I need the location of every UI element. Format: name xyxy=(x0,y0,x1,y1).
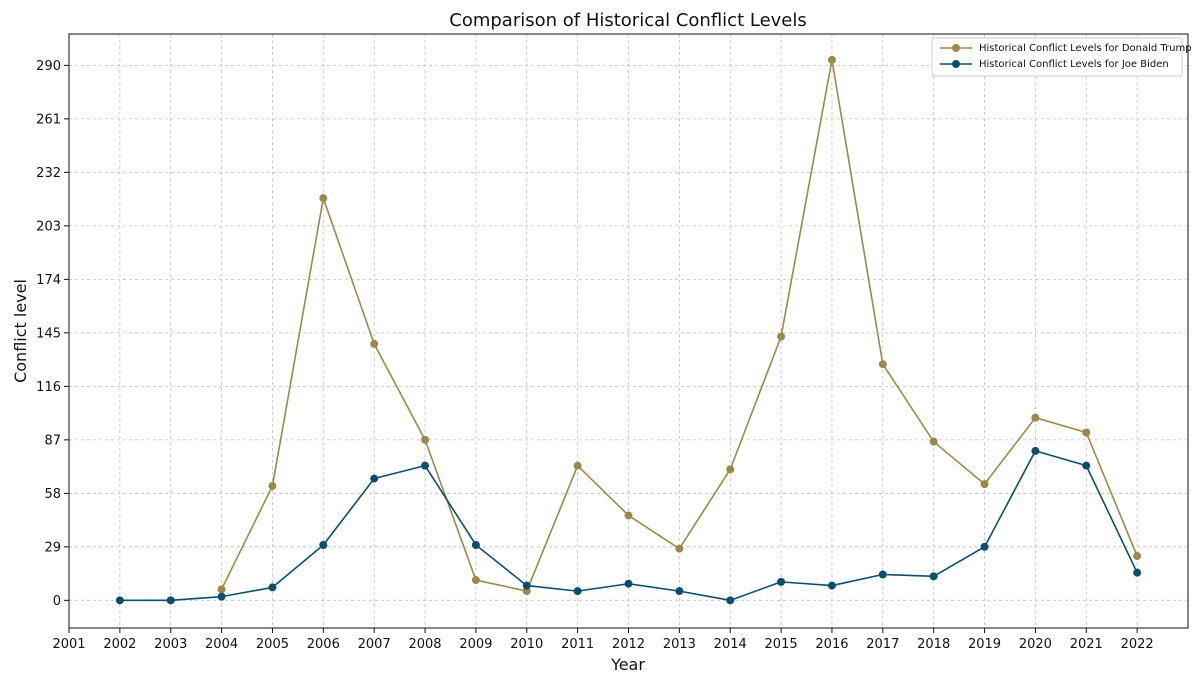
data-point xyxy=(421,435,430,444)
data-point xyxy=(777,577,786,586)
data-point xyxy=(1031,413,1040,422)
y-tick-label: 203 xyxy=(36,219,61,234)
data-point xyxy=(878,360,887,369)
data-point xyxy=(573,461,582,470)
x-tick-label: 2018 xyxy=(917,637,950,652)
x-tick-label: 2012 xyxy=(612,637,645,652)
y-axis-label: Conflict level xyxy=(11,279,30,383)
data-point xyxy=(929,572,938,581)
data-point xyxy=(929,437,938,446)
data-point xyxy=(421,461,430,470)
data-point xyxy=(471,576,480,585)
data-point xyxy=(573,587,582,596)
legend-item-trump: Historical Conflict Levels for Donald Tr… xyxy=(940,43,1192,54)
x-tick-label: 2022 xyxy=(1121,637,1154,652)
x-tick-label: 2015 xyxy=(765,637,798,652)
data-point xyxy=(675,587,684,596)
legend-box xyxy=(931,37,1183,77)
data-point xyxy=(1082,461,1091,470)
y-tick-label: 261 xyxy=(36,112,61,127)
data-point xyxy=(115,596,124,605)
data-point xyxy=(217,592,226,601)
x-tick-label: 2013 xyxy=(663,637,696,652)
y-tick-label: 116 xyxy=(36,380,61,395)
y-tick-label: 58 xyxy=(44,487,61,502)
data-point xyxy=(319,540,328,549)
x-tick-label: 2017 xyxy=(866,637,899,652)
ticks-layer: 2001 2002 2003 2004 2005 2006 2007 2008 2009 2010… xyxy=(36,59,1154,652)
legend-marker-trump xyxy=(952,44,960,52)
legend-marker-biden xyxy=(952,60,960,68)
data-point xyxy=(217,585,226,594)
x-tick-label: 2007 xyxy=(358,637,391,652)
x-tick-label: 2001 xyxy=(52,637,85,652)
data-point xyxy=(980,480,989,489)
y-tick-label: 87 xyxy=(44,433,61,448)
chart-title: Comparison of Historical Conflict Levels xyxy=(449,10,807,31)
x-tick-label: 2014 xyxy=(714,637,747,652)
data-point xyxy=(827,581,836,590)
data-point xyxy=(624,579,633,588)
y-tick-label: 29 xyxy=(44,540,61,555)
legend-label-trump: Historical Conflict Levels for Donald Tr… xyxy=(979,43,1192,54)
data-point xyxy=(522,581,531,590)
x-tick-label: 2011 xyxy=(561,637,594,652)
x-tick-label: 2002 xyxy=(103,637,136,652)
x-tick-label: 2005 xyxy=(256,637,289,652)
series-trump xyxy=(217,55,1142,596)
data-point xyxy=(980,542,989,551)
grid-layer xyxy=(68,34,1188,628)
x-axis-label: Year xyxy=(610,655,645,674)
data-point xyxy=(726,596,735,605)
data-point xyxy=(878,570,887,579)
x-tick-label: 2020 xyxy=(1019,637,1052,652)
legend-item-biden: Historical Conflict Levels for Joe Biden xyxy=(940,59,1169,70)
x-tick-label: 2003 xyxy=(154,637,187,652)
y-tick-label: 145 xyxy=(36,326,61,341)
data-point xyxy=(1031,446,1040,455)
x-tick-label: 2004 xyxy=(205,637,238,652)
series-biden xyxy=(115,446,1142,605)
data-point xyxy=(268,583,277,592)
data-point xyxy=(522,587,531,596)
y-tick-label: 232 xyxy=(36,166,61,181)
x-tick-label: 2006 xyxy=(307,637,340,652)
series-layer xyxy=(115,55,1142,605)
data-point xyxy=(624,511,633,520)
data-point xyxy=(726,465,735,474)
y-tick-label: 290 xyxy=(36,59,61,74)
data-point xyxy=(1133,568,1142,577)
data-point xyxy=(319,194,328,203)
data-point xyxy=(827,55,836,64)
x-tick-label: 2010 xyxy=(510,637,543,652)
data-point xyxy=(268,481,277,490)
legend-label-biden: Historical Conflict Levels for Joe Biden xyxy=(979,59,1169,70)
series-line xyxy=(220,59,1138,592)
data-point xyxy=(370,474,379,483)
y-tick-label: 174 xyxy=(36,273,61,288)
x-tick-label: 2021 xyxy=(1070,637,1103,652)
x-tick-label: 2016 xyxy=(815,637,848,652)
data-point xyxy=(1082,428,1091,437)
data-point xyxy=(675,544,684,553)
x-tick-label: 2019 xyxy=(968,637,1001,652)
data-point xyxy=(471,540,480,549)
y-tick-label: 0 xyxy=(53,594,61,609)
legend: Historical Conflict Levels for Donald Tr… xyxy=(931,37,1192,77)
data-point xyxy=(777,332,786,341)
x-tick-label: 2009 xyxy=(459,637,492,652)
data-point xyxy=(370,339,379,348)
data-point xyxy=(166,596,175,605)
x-tick-label: 2008 xyxy=(408,637,441,652)
data-point xyxy=(1133,552,1142,561)
